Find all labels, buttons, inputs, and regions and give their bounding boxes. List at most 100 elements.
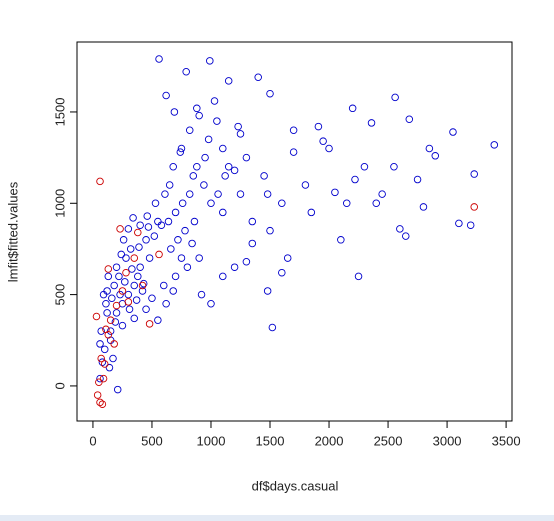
point	[164, 217, 173, 226]
point	[391, 93, 399, 102]
point	[210, 97, 219, 105]
point	[121, 278, 129, 286]
point	[145, 254, 154, 262]
point	[111, 318, 120, 326]
point	[289, 148, 298, 156]
point	[160, 281, 168, 290]
x-tick-label: 2500	[374, 433, 403, 448]
y-tick-label: 500	[52, 284, 67, 306]
point	[122, 254, 130, 262]
point	[122, 268, 130, 277]
point	[162, 299, 170, 308]
point	[351, 175, 359, 184]
point	[354, 272, 363, 281]
point	[165, 181, 174, 189]
point	[176, 148, 185, 156]
point	[112, 263, 121, 271]
point	[263, 287, 272, 295]
point	[98, 400, 107, 408]
point	[134, 272, 142, 281]
point	[425, 144, 434, 153]
point	[130, 281, 139, 290]
point	[201, 153, 209, 162]
point	[132, 296, 141, 304]
x-tick-label: 1500	[256, 433, 285, 448]
point	[138, 281, 147, 290]
point	[96, 374, 104, 383]
point	[248, 217, 257, 226]
point	[124, 298, 133, 306]
point	[337, 236, 345, 244]
point	[171, 208, 180, 217]
point	[183, 263, 192, 271]
point	[118, 321, 127, 330]
y-tick-label: 1000	[52, 189, 67, 218]
point	[283, 254, 292, 262]
point	[466, 221, 475, 229]
point	[157, 221, 166, 229]
point	[112, 301, 121, 310]
point	[378, 190, 386, 198]
point	[402, 232, 410, 240]
point	[242, 153, 251, 162]
point	[268, 323, 277, 332]
point	[130, 254, 139, 262]
point	[213, 117, 221, 125]
point	[254, 73, 262, 82]
point	[100, 360, 109, 368]
point	[248, 239, 257, 248]
point	[96, 398, 104, 407]
point	[204, 135, 213, 144]
point	[331, 188, 339, 197]
point	[138, 287, 147, 295]
point	[230, 263, 239, 271]
point	[96, 340, 104, 348]
point	[193, 163, 201, 171]
point	[104, 265, 113, 273]
point	[110, 281, 118, 290]
point	[260, 172, 268, 180]
point	[169, 287, 177, 295]
point	[195, 111, 203, 120]
point	[92, 312, 101, 321]
point	[190, 217, 199, 226]
x-tick-label: 3000	[433, 433, 462, 448]
point	[470, 203, 478, 211]
point	[103, 309, 111, 317]
x-tick-label: 2000	[315, 433, 344, 448]
point	[342, 199, 351, 208]
point	[431, 152, 440, 160]
point	[214, 190, 222, 198]
point	[236, 130, 245, 138]
point	[106, 327, 115, 335]
point	[129, 214, 137, 222]
point	[116, 290, 124, 299]
point	[145, 320, 154, 328]
point	[116, 225, 124, 233]
point	[413, 175, 422, 184]
point	[185, 126, 194, 134]
point	[314, 122, 323, 131]
point	[113, 385, 122, 394]
point	[150, 232, 159, 240]
point	[182, 68, 190, 76]
point	[130, 314, 139, 323]
point	[151, 199, 160, 208]
point	[134, 228, 142, 237]
point	[224, 163, 233, 171]
point	[102, 299, 110, 308]
point	[93, 391, 102, 399]
point	[100, 345, 109, 354]
point	[142, 305, 150, 313]
point	[97, 327, 105, 335]
point	[224, 77, 233, 85]
point	[177, 144, 186, 153]
point	[106, 316, 115, 324]
point	[405, 115, 414, 124]
point	[207, 199, 215, 208]
point	[98, 358, 107, 366]
window-edge	[0, 515, 554, 521]
point	[396, 225, 404, 233]
point	[234, 122, 242, 131]
